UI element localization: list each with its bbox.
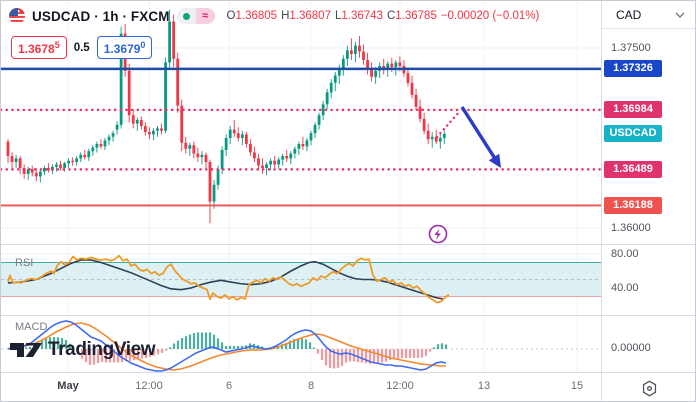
macd-tick: 0.00000 — [611, 342, 651, 354]
tradingview-watermark-text: TradingView — [48, 339, 156, 360]
time-tick-15: 15 — [570, 380, 584, 392]
ohlc-high-value: 1.36807 — [289, 10, 331, 22]
candles-layer — [6, 9, 446, 224]
down-arrow-drawing[interactable] — [460, 106, 498, 161]
rsi-line — [7, 254, 450, 304]
price-badge-1.36188: 1.36188 — [604, 196, 662, 214]
price-badge-1.36489: 1.36489 — [604, 160, 662, 178]
ohlc-high-label: H — [281, 10, 290, 22]
price-badge-1.37326: 1.37326 — [604, 60, 662, 78]
gear-icon[interactable] — [641, 380, 658, 397]
time-tick-12-00: 12:00 — [386, 380, 414, 392]
chevron-down-icon — [675, 12, 685, 18]
time-tick-May: May — [57, 380, 79, 392]
down-arrow-head — [488, 153, 501, 168]
rsi-indicator-label[interactable]: RSI — [15, 257, 34, 269]
buy-price-button[interactable]: 1.36790 — [96, 36, 153, 59]
time-tick-12-00: 12:00 — [135, 380, 163, 392]
ohlc-change-value: −0.00020 (−0.01%) — [440, 10, 540, 22]
spread-value: 0.5 — [73, 41, 90, 54]
currency-label: CAD — [616, 7, 642, 22]
projection-dotted-line[interactable] — [435, 109, 462, 139]
chart-header: USDCAD · 1h · FXCM ≈ O1.36805 H1.36807 L… — [9, 8, 539, 24]
lightning-bolt-icon — [434, 228, 441, 240]
sell-price-button[interactable]: 1.36785 — [11, 36, 67, 59]
rsi-ma-line — [7, 259, 444, 300]
price-tick: 1.37500 — [611, 42, 651, 54]
time-tick-6: 6 — [225, 380, 233, 392]
macd-signal-line — [7, 322, 446, 371]
tradingview-logo-icon — [10, 343, 42, 357]
approx-price-icon: ≈ — [195, 8, 215, 24]
currency-dropdown[interactable]: CAD — [602, 1, 695, 29]
macd-histogram — [8, 332, 448, 369]
market-status-pill[interactable]: ≈ — [176, 8, 215, 24]
rsi-tick: 40.00 — [611, 282, 639, 294]
price-tick: 1.36000 — [611, 222, 651, 234]
price-levels-layer[interactable] — [1, 67, 603, 207]
ohlc-close-label: C — [386, 10, 396, 22]
rsi-pane — [1, 262, 601, 297]
ohlc-open-label: O — [226, 10, 236, 22]
price-badge-usdcad: USDCAD — [604, 125, 662, 143]
tradingview-watermark: TradingView — [9, 338, 156, 362]
time-scale[interactable]: May 12:00 6 8 12:00 13 15 — [1, 373, 601, 401]
ohlc-open-value: 1.36805 — [235, 10, 278, 22]
time-tick-8: 8 — [307, 380, 315, 392]
scale-settings-cell — [602, 373, 695, 401]
bid-ask-row: 1.36785 0.5 1.36790 — [11, 36, 153, 59]
ohlc-low-value: 1.36743 — [341, 10, 383, 22]
ohlc-low-label: L — [334, 10, 342, 22]
rsi-tick: 80.00 — [611, 248, 639, 260]
symbol-title[interactable]: USDCAD · 1h · FXCM — [32, 8, 170, 24]
macd-indicator-label[interactable]: MACD — [15, 321, 48, 333]
ohlc-close-value: 1.36785 — [395, 10, 437, 22]
price-scale[interactable]: 1.37500 1.36000 1.37326 1.36984 USDCAD 1.3648… — [602, 1, 695, 372]
ohlc-readout: O1.36805 H1.36807 L1.36743 C1.36785 −0.0… — [227, 10, 540, 22]
market-open-dot-icon — [176, 8, 196, 24]
price-badge-1.36984: 1.36984 — [604, 101, 662, 119]
macd-line — [7, 320, 447, 372]
time-tick-13: 13 — [477, 380, 491, 392]
usdcad-flag-icon — [9, 8, 25, 24]
